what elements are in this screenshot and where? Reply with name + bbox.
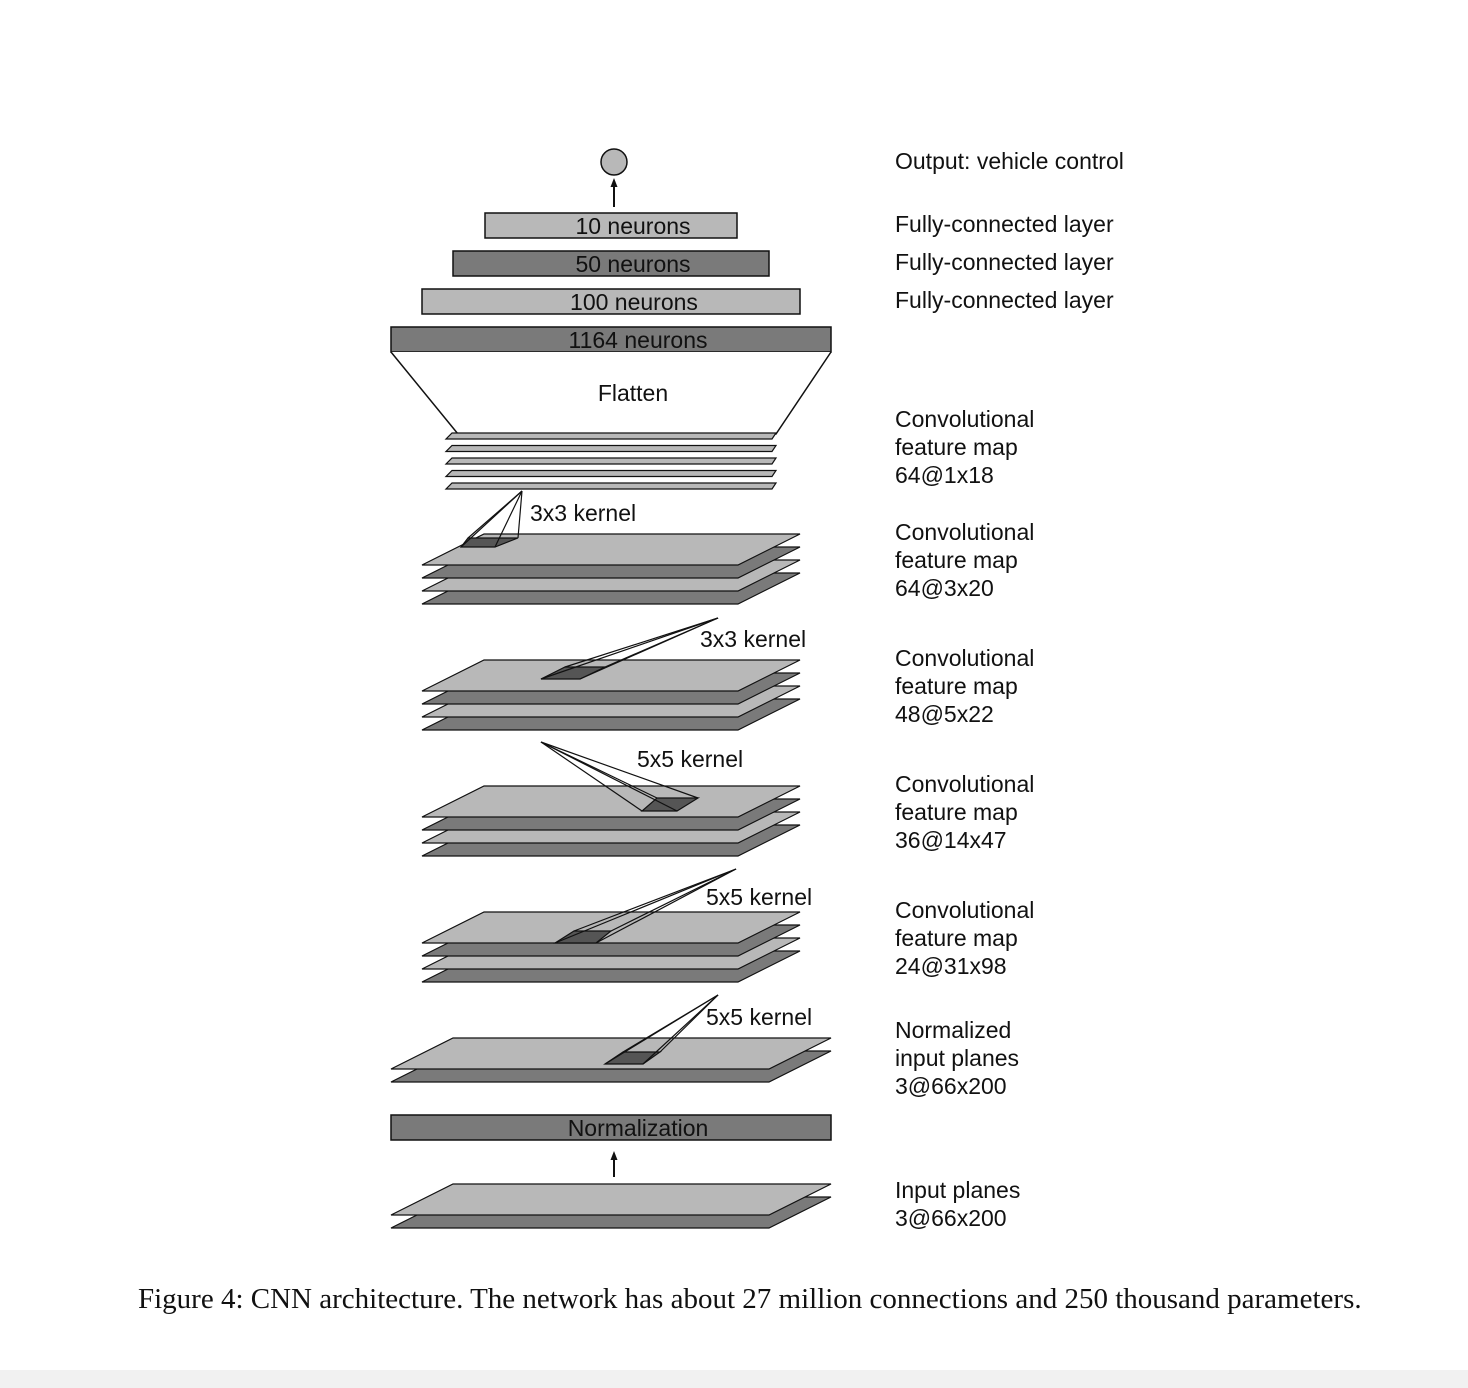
normalized-input-planes-stack xyxy=(390,1037,832,1083)
kernel-label-3: 5x5 kernel xyxy=(637,746,743,772)
output-label: Output: vehicle control xyxy=(895,148,1124,174)
kernel-projection-4 xyxy=(552,868,737,944)
kernel-label-4: 5x5 kernel xyxy=(706,884,812,910)
feature-map-64-1x18-stack xyxy=(444,432,778,490)
feature-map-64-1x18-plane xyxy=(444,444,778,453)
kernel-label-5: 5x5 kernel xyxy=(706,1004,812,1030)
kernel-projection-2 xyxy=(540,617,719,680)
input-planes-label-line1: Input planes xyxy=(895,1177,1020,1203)
fc-label-50: Fully-connected layer xyxy=(895,249,1114,275)
kernel-projection-5 xyxy=(603,994,719,1065)
feature-map-label-1-line1: Convolutional xyxy=(895,406,1034,432)
normalized-input-planes-plane xyxy=(390,1037,832,1070)
flatten-text: Flatten xyxy=(598,380,668,406)
feature-map-label-1-line3: 64@1x18 xyxy=(895,462,994,488)
dense-layer-10-text: 10 neurons xyxy=(575,213,690,239)
feature-map-label-1: Convolutional feature map 64@1x18 xyxy=(895,406,1034,488)
fc-label-10: Fully-connected layer xyxy=(895,211,1114,237)
kernel-projection-3 xyxy=(540,741,701,812)
output-node-icon xyxy=(600,148,628,176)
fc-label-100: Fully-connected layer xyxy=(895,287,1114,313)
dense-layer-50-text: 50 neurons xyxy=(575,251,690,277)
feature-map-24-31x98-stack xyxy=(421,911,801,983)
feature-map-36-14x47-stack xyxy=(421,785,801,857)
feature-map-label-2: Convolutional feature map 64@3x20 xyxy=(895,519,1034,601)
normalized-input-label-line3: 3@66x200 xyxy=(895,1073,1007,1099)
input-arrowhead-icon xyxy=(610,1151,618,1160)
feature-map-label-3-line1: Convolutional xyxy=(895,645,1034,671)
normalized-input-label-line2: input planes xyxy=(895,1045,1019,1071)
dense-layer-50-bar xyxy=(452,250,770,277)
kernel-projection-1 xyxy=(459,490,523,548)
feature-map-label-2-line3: 64@3x20 xyxy=(895,575,994,601)
feature-map-label-3-line2: feature map xyxy=(895,673,1018,699)
page-bottom-band xyxy=(0,1370,1468,1388)
feature-map-64-1x18-plane xyxy=(444,482,778,490)
dense-layer-100-text: 100 neurons xyxy=(570,289,698,315)
kernel-label-1: 3x3 kernel xyxy=(530,500,636,526)
feature-map-48-5x22-stack xyxy=(421,659,801,731)
input-planes-label: Input planes 3@66x200 xyxy=(895,1177,1020,1231)
normalized-input-label-line1: Normalized xyxy=(895,1017,1011,1043)
feature-map-24-31x98-plane xyxy=(421,911,801,944)
feature-map-label-1-line2: feature map xyxy=(895,434,1018,460)
figure-caption: Figure 4: CNN architecture. The network … xyxy=(138,1283,1362,1315)
feature-map-64-3x20-stack xyxy=(421,533,801,605)
feature-map-label-5-line3: 24@31x98 xyxy=(895,953,1007,979)
feature-map-64-1x18-plane xyxy=(444,457,778,465)
feature-map-label-4-line2: feature map xyxy=(895,799,1018,825)
feature-map-64-1x18-plane xyxy=(444,432,778,440)
input-planes-label-line2: 3@66x200 xyxy=(895,1205,1007,1231)
layer-labels: Output: vehicle control Fully-connected … xyxy=(895,148,1124,1231)
feature-map-label-5: Convolutional feature map 24@31x98 xyxy=(895,897,1034,979)
feature-map-label-5-line1: Convolutional xyxy=(895,897,1034,923)
dense-layer-100-bar xyxy=(421,288,801,315)
feature-map-label-4-line1: Convolutional xyxy=(895,771,1034,797)
output-arrowhead-icon xyxy=(610,178,618,187)
dense-layer-1164-text: 1164 neurons xyxy=(569,327,708,353)
feature-map-label-3: Convolutional feature map 48@5x22 xyxy=(895,645,1034,727)
dense-layer-10-bar xyxy=(484,212,738,239)
feature-map-label-2-line1: Convolutional xyxy=(895,519,1034,545)
normalized-input-label: Normalized input planes 3@66x200 xyxy=(895,1017,1019,1099)
feature-map-36-14x47-plane xyxy=(421,785,801,818)
input-planes-stack xyxy=(390,1183,832,1229)
feature-map-label-2-line2: feature map xyxy=(895,547,1018,573)
kernel-label-2: 3x3 kernel xyxy=(700,626,806,652)
normalization-bar xyxy=(390,1114,832,1141)
feature-map-48-5x22-plane xyxy=(421,659,801,692)
feature-map-label-5-line2: feature map xyxy=(895,925,1018,951)
feature-map-label-4-line3: 36@14x47 xyxy=(895,827,1007,853)
normalization-text: Normalization xyxy=(568,1115,709,1141)
input-planes-plane xyxy=(390,1183,832,1216)
feature-map-64-1x18-plane xyxy=(444,469,778,478)
feature-map-label-4: Convolutional feature map 36@14x47 xyxy=(895,771,1034,853)
feature-map-stacks xyxy=(390,432,832,1229)
feature-map-label-3-line3: 48@5x22 xyxy=(895,701,994,727)
